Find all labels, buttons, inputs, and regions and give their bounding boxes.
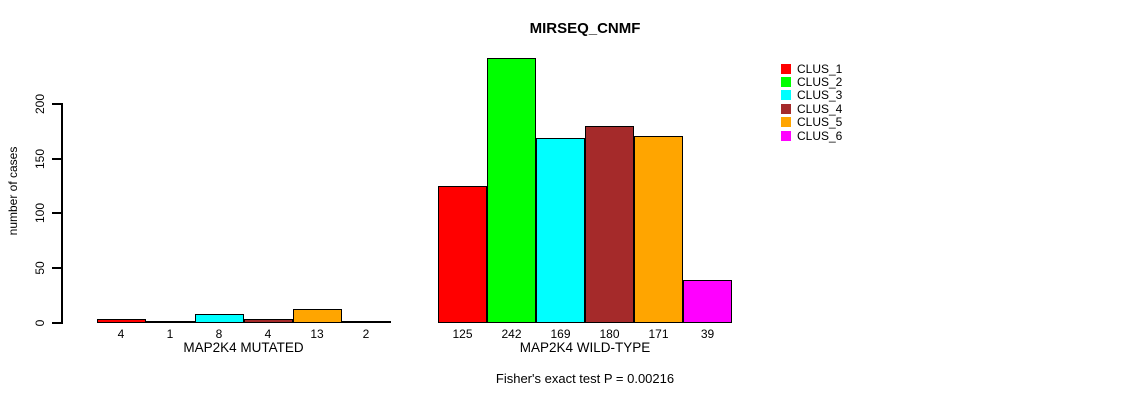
- y-tick-label: 0: [33, 319, 47, 327]
- bar-value-label: 125: [452, 327, 473, 341]
- y-tick: [52, 267, 61, 270]
- bar-value-label: 171: [648, 327, 669, 341]
- bar-clus_2-mutated: [145, 321, 195, 323]
- y-tick-label: 50: [33, 261, 47, 275]
- bar-clus_1-mutated: [96, 318, 146, 323]
- legend-swatch-clus_3: [781, 90, 791, 101]
- legend-swatch-clus_4: [781, 103, 791, 114]
- fisher-test-note: Fisher's exact test P = 0.00216: [495, 371, 675, 386]
- y-axis-line: [61, 103, 63, 324]
- legend-item-clus_2: CLUS_2: [781, 75, 842, 88]
- bar-value-label: 180: [599, 327, 620, 341]
- legend: CLUS_1 CLUS_2 CLUS_3 CLUS_4 CLUS_5 CLUS_6: [781, 62, 842, 142]
- legend-label: CLUS_5: [797, 115, 843, 130]
- bar-value-label: 4: [117, 327, 125, 341]
- legend-item-clus_6: CLUS_6: [781, 129, 842, 142]
- bar-clus_4-mutated: [243, 318, 293, 323]
- legend-item-clus_1: CLUS_1: [781, 62, 842, 75]
- y-tick-label: 150: [33, 148, 47, 169]
- bar-value-label: 4: [264, 327, 272, 341]
- group-label: MAP2K4 WILD-TYPE: [519, 340, 651, 355]
- legend-label: CLUS_6: [797, 128, 843, 143]
- legend-label: CLUS_4: [797, 101, 843, 116]
- bar-clus_3-mutated: [194, 314, 244, 323]
- y-tick-label: 100: [33, 203, 47, 224]
- bar-clus_1-wildtype: [438, 186, 487, 323]
- bar-clus_4-wildtype: [585, 125, 634, 323]
- legend-label: CLUS_3: [797, 88, 843, 103]
- bar-value-label: 169: [550, 327, 571, 341]
- y-tick-label: 200: [33, 93, 47, 114]
- bar-value-label: 242: [501, 327, 522, 341]
- y-axis-label: number of cases: [6, 146, 20, 236]
- bar-value-label: 2: [362, 327, 370, 341]
- bar-value-label: 8: [215, 327, 223, 341]
- legend-label: CLUS_1: [797, 61, 843, 76]
- bar-clus_6-mutated: [341, 320, 391, 323]
- legend-swatch-clus_2: [781, 77, 791, 88]
- bar-clus_2-wildtype: [487, 58, 536, 323]
- legend-swatch-clus_1: [781, 63, 791, 74]
- chart-title: MIRSEQ_CNMF: [529, 20, 641, 37]
- legend-swatch-clus_6: [781, 130, 791, 141]
- bar-clus_5-wildtype: [634, 135, 683, 323]
- bar-value-label: 39: [700, 327, 715, 341]
- y-tick: [52, 212, 61, 215]
- bar-clus_5-mutated: [292, 308, 342, 323]
- y-tick: [52, 157, 61, 160]
- y-tick: [52, 322, 61, 324]
- legend-label: CLUS_2: [797, 75, 843, 90]
- bar-value-label: 13: [310, 327, 324, 341]
- legend-item-clus_3: CLUS_3: [781, 89, 842, 102]
- bar-clus_3-wildtype: [536, 137, 585, 323]
- group-label: MAP2K4 MUTATED: [183, 340, 304, 355]
- bar-value-label: 1: [166, 327, 174, 341]
- legend-swatch-clus_5: [781, 117, 791, 128]
- legend-item-clus_5: CLUS_5: [781, 116, 842, 129]
- legend-item-clus_4: CLUS_4: [781, 102, 842, 115]
- y-tick: [52, 102, 61, 105]
- bar-clus_6-wildtype: [683, 280, 732, 323]
